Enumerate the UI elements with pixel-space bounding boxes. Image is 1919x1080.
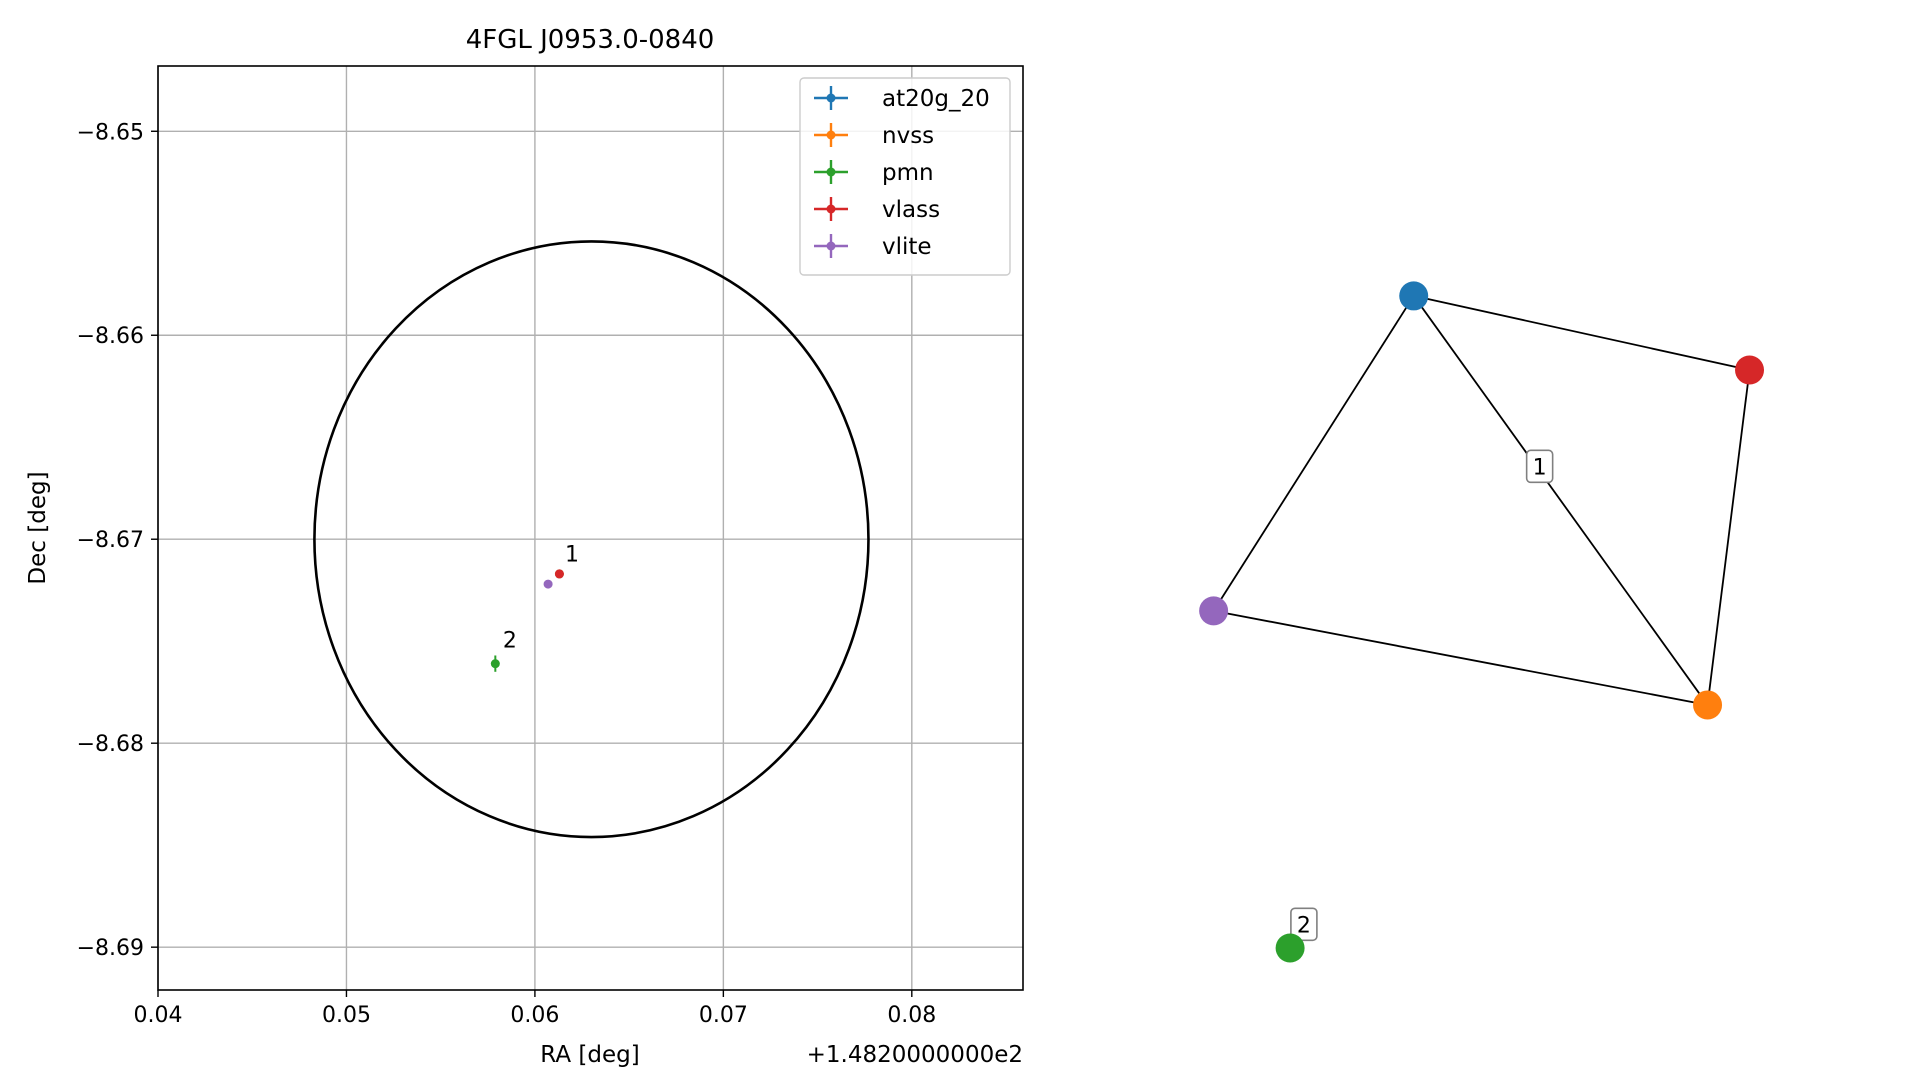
- annotation-label: 1: [565, 543, 579, 568]
- legend-entry-vlite: vlite: [814, 234, 932, 260]
- edge-at20g_20-vlite: [1212, 295, 1415, 612]
- edge-vlass-nvss: [1706, 369, 1751, 706]
- node-nvss: [1693, 690, 1723, 720]
- node-vlite: [1199, 596, 1229, 626]
- y-tick-label: −8.68: [77, 732, 144, 757]
- legend-label: at20g_20: [882, 86, 990, 112]
- label-text: 1: [1533, 455, 1547, 480]
- legend-entry-nvss: nvss: [814, 123, 934, 149]
- data-point-pmn: [490, 655, 500, 672]
- node-vlass: [1735, 355, 1765, 385]
- marker: [554, 569, 564, 579]
- y-tick-label: −8.65: [77, 120, 144, 145]
- network-label: 1: [1525, 449, 1554, 484]
- marker: [543, 579, 553, 589]
- legend-label: vlass: [882, 197, 940, 223]
- y-axis-ticks: −8.65 −8.66 −8.67 −8.68 −8.69: [77, 120, 158, 961]
- x-axis-offset-label: +1.4820000000e2: [807, 1042, 1023, 1068]
- legend-entry-at20g_20: at20g_20: [814, 86, 990, 112]
- legend-entry-vlass: vlass: [814, 197, 940, 223]
- edge-at20g_20-vlass: [1413, 295, 1750, 371]
- y-tick-label: −8.67: [77, 528, 144, 553]
- node-pmn: [1275, 933, 1305, 963]
- plot-frame: [157, 65, 1024, 991]
- y-axis-label: Dec [deg]: [25, 471, 51, 584]
- x-tick-label: 0.06: [510, 1003, 559, 1028]
- marker: [490, 659, 500, 669]
- chart-title: 4FGL J0953.0-0840: [466, 25, 715, 55]
- legend-label: vlite: [882, 234, 932, 260]
- data-point-vlite: [543, 579, 553, 589]
- legend-label: pmn: [882, 160, 934, 186]
- label-box: [1290, 907, 1318, 942]
- x-tick-label: 0.08: [887, 1003, 936, 1028]
- annotation-label: 2: [503, 628, 517, 653]
- plot-content: [313, 240, 870, 839]
- label-box: [1525, 449, 1554, 484]
- legend-box: [799, 77, 1011, 276]
- x-axis-label: RA [deg]: [540, 1042, 639, 1068]
- network-panel: 12: [1199, 281, 1765, 963]
- label-text: 2: [1297, 913, 1311, 938]
- x-tick-label: 0.04: [134, 1003, 183, 1028]
- legend-marker: [826, 93, 836, 103]
- network-label: 2: [1290, 907, 1318, 942]
- gridlines: [157, 66, 1023, 990]
- edge-vlite-nvss: [1213, 609, 1708, 706]
- network-edges: [1212, 295, 1751, 706]
- legend-marker: [826, 204, 836, 214]
- x-axis-ticks: 0.04 0.05 0.06 0.07 0.08: [134, 990, 936, 1028]
- legend-label: nvss: [882, 123, 934, 149]
- legend-marker: [826, 241, 836, 251]
- network-nodes: [1199, 281, 1765, 963]
- x-tick-label: 0.07: [699, 1003, 748, 1028]
- legend-marker: [826, 167, 836, 177]
- data-point-vlass: [554, 569, 564, 579]
- y-tick-label: −8.69: [77, 936, 144, 961]
- y-tick-label: −8.66: [77, 324, 144, 349]
- error-ellipse: [313, 240, 870, 839]
- node-at20g_20: [1399, 281, 1429, 311]
- edge-at20g_20-nvss: [1412, 295, 1709, 706]
- point-annotations: 12: [503, 543, 579, 654]
- x-tick-label: 0.05: [322, 1003, 371, 1028]
- legend-entry-pmn: pmn: [814, 160, 934, 186]
- network-edge-labels: 12: [1290, 449, 1554, 942]
- legend-marker: [826, 130, 836, 140]
- scatter-panel: 0.04 0.05 0.06 0.07 0.08 −8.65−8.66−8.67−8.6…: [25, 25, 1024, 1068]
